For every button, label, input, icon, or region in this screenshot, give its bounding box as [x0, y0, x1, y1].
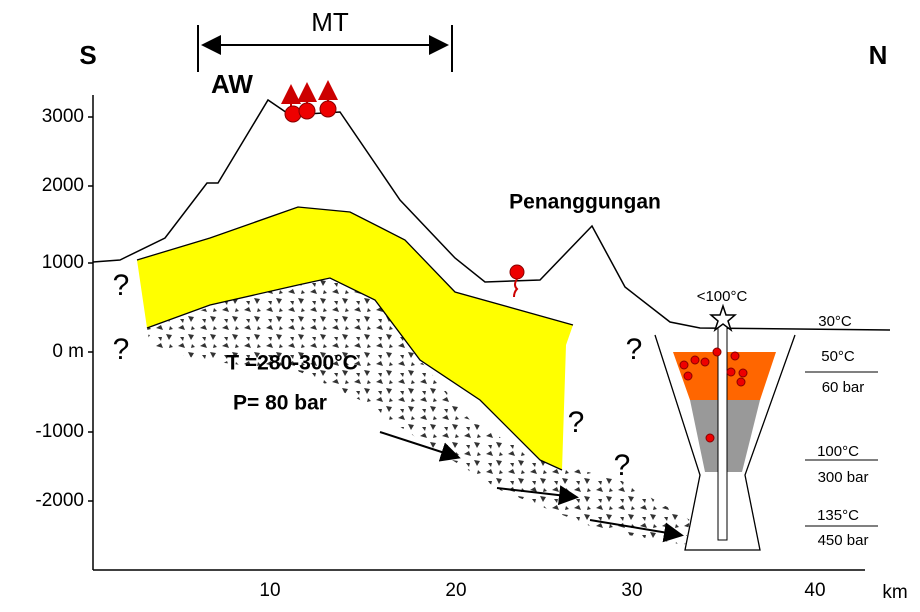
- question-mark: ?: [614, 449, 631, 482]
- y-tick-labels: 3000 2000 1000 0 m -1000 -2000: [35, 106, 84, 511]
- south-label: S: [79, 40, 96, 70]
- y-tick-label: 2000: [42, 175, 84, 196]
- x-unit: km: [882, 582, 907, 603]
- penanggungan-label: Penanggungan: [509, 191, 661, 214]
- reservoir-base: [146, 277, 563, 471]
- temperature-label: T =280-300°C: [226, 352, 358, 375]
- column-labels: [805, 371, 878, 527]
- north-label: N: [869, 40, 888, 70]
- breccia-zone: [147, 278, 690, 545]
- condition-labels: 30°C 50°C 60 bar 100°C 300 bar 135°C 450…: [697, 288, 869, 549]
- question-mark: ?: [113, 333, 130, 366]
- temp-label: 50°C: [821, 348, 855, 365]
- question-mark: ?: [568, 406, 585, 439]
- x-tick-label: 40: [804, 580, 825, 601]
- question-marks: ? ? ? ? ?: [113, 269, 643, 482]
- well-column: [654, 303, 796, 551]
- axes: [88, 95, 865, 571]
- x-tick-labels: 10 20 30 40 km: [259, 580, 907, 603]
- temp-label: 30°C: [818, 313, 852, 330]
- mt-label: MT: [311, 7, 349, 37]
- pressure-label: 60 bar: [822, 379, 865, 396]
- aw-label: AW: [211, 69, 253, 99]
- y-tick-label: -2000: [35, 490, 84, 511]
- question-mark: ?: [626, 333, 643, 366]
- surface-temp: <100°C: [697, 288, 748, 305]
- y-tick-label: 0 m: [52, 341, 84, 362]
- y-tick-label: 1000: [42, 252, 84, 273]
- question-mark: ?: [113, 269, 130, 302]
- reservoir-body: [137, 207, 573, 470]
- x-tick-label: 30: [621, 580, 642, 601]
- mt-bracket: [197, 25, 453, 72]
- flow-arrows: [379, 431, 684, 543]
- y-tick-label: 3000: [42, 106, 84, 127]
- hot-springs: [281, 80, 525, 298]
- temp-label: 135°C: [817, 507, 859, 524]
- reservoir-outline: [136, 206, 574, 326]
- temp-label: 100°C: [817, 443, 859, 460]
- pressure-label: 300 bar: [818, 469, 869, 486]
- pressure-label: 450 bar: [818, 532, 869, 549]
- x-tick-label: 10: [259, 580, 280, 601]
- x-tick-label: 20: [445, 580, 466, 601]
- labels: S N MT AW Penanggungan T =280-300°C P= 8…: [79, 7, 887, 415]
- y-tick-label: -1000: [35, 421, 84, 442]
- topography: [92, 98, 891, 331]
- pressure-label: P= 80 bar: [233, 392, 327, 415]
